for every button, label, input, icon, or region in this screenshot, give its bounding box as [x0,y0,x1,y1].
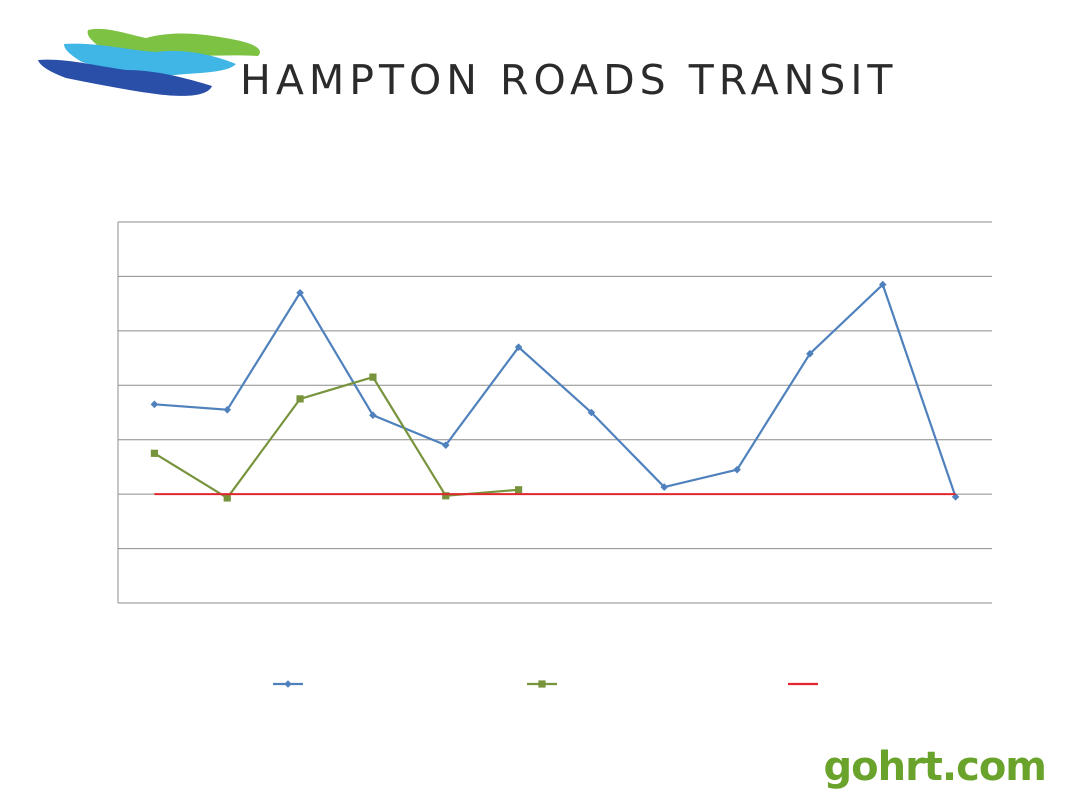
data-point [806,349,814,358]
data-point [442,492,450,500]
legend-marker [538,680,546,688]
brand-title: HAMPTON ROADS TRANSIT [240,56,898,104]
data-point [223,405,232,414]
data-point [660,483,669,491]
chart-legend [273,680,818,688]
data-point [296,395,304,403]
data-point [369,411,377,420]
site-link[interactable]: gohrt.com [823,744,1047,790]
legend-marker [284,680,292,688]
data-point [733,465,741,474]
data-point [441,441,450,449]
data-point [878,280,887,289]
chart-series [150,280,960,502]
data-point [296,288,304,297]
data-point [150,449,159,457]
data-point [223,494,231,502]
data-point [514,343,523,351]
data-point [514,486,523,494]
data-point [150,400,159,409]
series-line-1 [154,282,957,498]
chart-grid [118,221,992,604]
data-point [587,408,596,417]
data-point [369,373,377,381]
series-line-2 [153,375,519,500]
hrt-logo [38,28,260,96]
